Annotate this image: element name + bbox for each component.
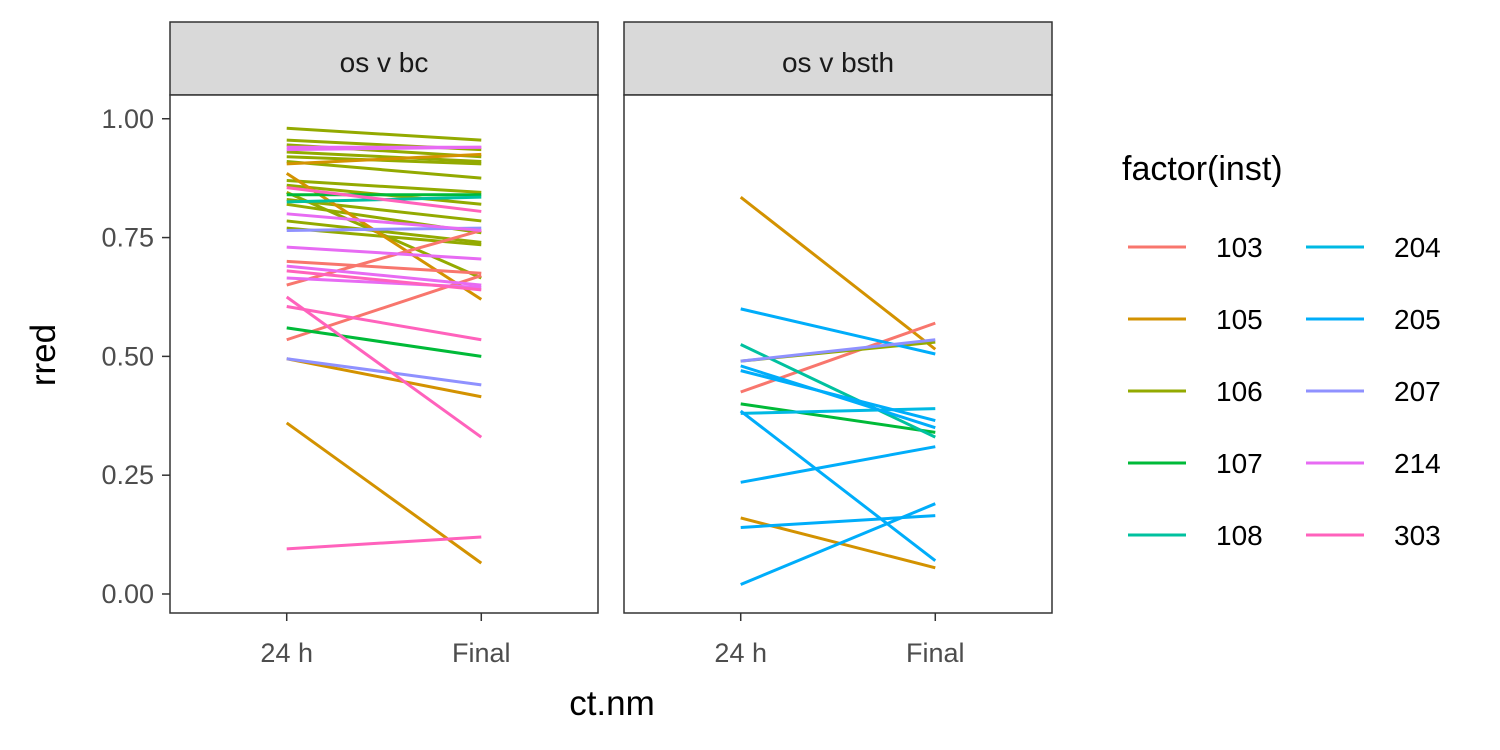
legend: factor(inst) 103 105 106 107 108 204 205 207 214… xyxy=(1122,150,1441,551)
series-line-303 xyxy=(286,535,482,551)
facet-strip xyxy=(169,21,599,96)
series-line-214 xyxy=(286,245,482,261)
series-line-106 xyxy=(286,150,482,164)
series-line-205 xyxy=(740,369,936,422)
series-line-205 xyxy=(740,502,936,586)
legend-item-204: 204 xyxy=(1306,232,1441,263)
legend-label: 214 xyxy=(1394,448,1441,479)
x-tick-label: Final xyxy=(906,638,965,668)
series-line-303 xyxy=(286,269,482,292)
series-line-105 xyxy=(286,152,482,166)
y-tick-label: 0.75 xyxy=(101,223,154,253)
legend-item-205: 205 xyxy=(1306,304,1441,335)
series-line-204 xyxy=(740,407,936,415)
series-line-214 xyxy=(286,264,482,287)
facet-strip-label: os v bc xyxy=(340,47,429,78)
legend-item-207: 207 xyxy=(1306,376,1441,407)
legend-label: 205 xyxy=(1394,304,1441,335)
y-tick-label: 0.00 xyxy=(101,579,154,609)
series-line-107 xyxy=(740,402,936,434)
facet-strip-label: os v bsth xyxy=(782,47,894,78)
legend-label: 106 xyxy=(1216,376,1263,407)
series-line-303 xyxy=(285,295,483,439)
legend-label: 207 xyxy=(1394,376,1441,407)
legend-item-303: 303 xyxy=(1306,520,1441,551)
legend-label: 105 xyxy=(1216,304,1263,335)
legend-title: factor(inst) xyxy=(1122,150,1283,188)
series-line-106 xyxy=(286,160,482,180)
series-line-207 xyxy=(740,338,936,363)
facet-strip xyxy=(623,21,1053,96)
series-line-106 xyxy=(286,198,482,223)
series-line-303 xyxy=(286,186,482,213)
series-line-106 xyxy=(286,126,482,142)
panel-2: os v bsth 24 h Final xyxy=(623,21,1053,668)
y-tick-label: 0.25 xyxy=(101,460,154,490)
series-line-105 xyxy=(286,357,482,399)
legend-label: 108 xyxy=(1216,520,1263,551)
y-tick-label: 0.50 xyxy=(101,341,154,371)
y-axis: 0.00 0.25 0.50 0.75 1.00 xyxy=(101,104,170,609)
series-line-108 xyxy=(740,343,936,439)
series-line-205 xyxy=(739,409,937,562)
x-axis-title: ct.nm xyxy=(569,684,655,723)
legend-item-105: 105 xyxy=(1128,304,1263,335)
legend-label: 303 xyxy=(1394,520,1441,551)
y-axis-title: rred xyxy=(24,324,63,386)
series-line-105 xyxy=(739,195,937,351)
panel-border xyxy=(169,94,599,614)
legend-label: 103 xyxy=(1216,232,1263,263)
series-line-107 xyxy=(286,326,482,358)
panels: os v bc 24 h Final os v bsth 24 h Final xyxy=(169,21,1053,668)
series-line-103 xyxy=(286,259,482,275)
legend-item-107: 107 xyxy=(1128,448,1263,479)
legend-item-108: 108 xyxy=(1128,520,1263,551)
plot-background xyxy=(624,95,1052,613)
legend-item-214: 214 xyxy=(1306,448,1441,479)
series-line-214 xyxy=(286,212,482,232)
legend-label: 107 xyxy=(1216,448,1263,479)
y-tick-label: 1.00 xyxy=(101,104,154,134)
panel-border xyxy=(623,94,1053,614)
panel-1: os v bc 24 h Final xyxy=(169,21,599,668)
series-line-103 xyxy=(740,321,936,394)
legend-label: 204 xyxy=(1394,232,1441,263)
legend-item-106: 106 xyxy=(1128,376,1263,407)
series-line-103 xyxy=(286,228,482,287)
x-tick-label: 24 h xyxy=(260,638,313,668)
x-tick-label: 24 h xyxy=(714,638,767,668)
x-tick-label: Final xyxy=(452,638,511,668)
series-line-214 xyxy=(286,145,482,152)
series-line-303 xyxy=(286,304,482,342)
legend-item-103: 103 xyxy=(1128,232,1263,263)
plot-background xyxy=(170,95,598,613)
series-line-205 xyxy=(740,445,936,484)
series-line-205 xyxy=(740,307,936,356)
series-line-106 xyxy=(286,179,482,194)
series-line-207 xyxy=(286,357,482,387)
